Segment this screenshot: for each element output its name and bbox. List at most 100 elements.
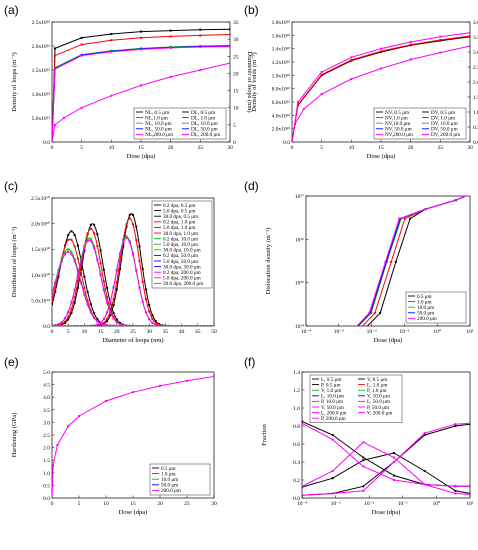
x-tick-label: 10⁰ xyxy=(433,500,442,507)
data-point xyxy=(135,324,138,326)
data-point xyxy=(199,34,202,37)
series-line xyxy=(52,376,214,498)
data-point xyxy=(112,316,115,319)
y-tick-label: 10¹⁵ xyxy=(295,281,304,287)
data-point xyxy=(384,260,387,263)
data-point xyxy=(93,316,96,319)
data-point xyxy=(186,379,188,382)
x-tick-label: 5 xyxy=(80,145,83,151)
data-point xyxy=(96,259,99,262)
data-point xyxy=(138,245,141,248)
data-point xyxy=(54,325,57,326)
data-point xyxy=(70,308,73,311)
data-point xyxy=(70,311,73,314)
data-point xyxy=(169,35,172,38)
data-point xyxy=(390,260,393,263)
data-point xyxy=(73,289,76,292)
data-point xyxy=(132,253,134,256)
panel-label: (b) xyxy=(244,3,259,17)
legend-box xyxy=(149,463,211,496)
x-tick-label: 10⁻⁴ xyxy=(297,501,307,507)
legend-entry: 0.2 dpa, 50.0 μm xyxy=(163,253,198,259)
legend-entry: NL, 50.0 μm xyxy=(145,127,172,133)
data-point xyxy=(122,245,125,248)
data-point xyxy=(403,217,406,220)
data-point xyxy=(86,239,89,242)
data-point xyxy=(169,46,172,49)
data-point xyxy=(302,485,303,488)
data-point xyxy=(174,324,177,326)
data-point xyxy=(350,78,353,80)
data-point xyxy=(57,323,60,326)
y-tick-label: 0.6 xyxy=(293,442,300,448)
legend-entry: DV, 200.0 μm xyxy=(431,132,460,138)
y-tick-label: 1.4x10²³ xyxy=(272,47,291,53)
data-point xyxy=(454,485,457,488)
data-point xyxy=(122,239,125,242)
data-point xyxy=(469,193,471,195)
data-point xyxy=(76,274,79,277)
x-tick-label: 10⁰ xyxy=(433,328,442,335)
data-point xyxy=(73,260,76,263)
data-point xyxy=(106,296,109,299)
series-line xyxy=(52,238,214,326)
x-tick-label: 0 xyxy=(51,329,54,335)
data-point xyxy=(454,492,457,495)
x-tick-label: 25 xyxy=(438,145,444,151)
data-point xyxy=(125,236,128,239)
data-point xyxy=(128,241,131,244)
series-line xyxy=(52,46,230,142)
x-tick-label: 10⁻² xyxy=(367,329,377,335)
x-tick-label: 25 xyxy=(184,501,190,507)
data-point xyxy=(60,321,63,324)
y2-tick-label: 3.5 xyxy=(473,35,478,41)
data-point xyxy=(320,73,323,76)
panel-label: (a) xyxy=(4,3,19,17)
data-point xyxy=(80,282,83,285)
data-point xyxy=(52,299,53,302)
data-point xyxy=(119,321,122,324)
legend-entry: L, 10.0 μm xyxy=(321,394,344,400)
legend-entry: DV, 10.0 μm xyxy=(431,121,458,127)
data-point xyxy=(398,217,401,220)
data-point xyxy=(60,323,63,326)
y-tick-label: 5.0 xyxy=(43,370,50,376)
data-point xyxy=(106,301,109,304)
y-tick-label: 4.0x10²² xyxy=(272,113,291,119)
x-tick-label: 10¹ xyxy=(466,329,474,335)
x-tick-label: 45 xyxy=(195,329,201,335)
legend-entry: DV, 50.0 μm xyxy=(431,127,458,133)
data-point xyxy=(112,298,115,301)
legend-entry: NV,200.0 μm xyxy=(385,132,413,138)
legend: L, 0.5 μm V, 0.5 μm P, 0.5 μm L, 1.0 μm V, 1… xyxy=(309,374,403,423)
legend-entry: V, 50.0 μm xyxy=(321,405,344,411)
data-point xyxy=(67,250,70,253)
y-tick-label: 2.0x10²² xyxy=(32,44,51,50)
data-point xyxy=(199,69,202,71)
data-point xyxy=(154,323,157,326)
series-group xyxy=(52,375,214,498)
data-point xyxy=(355,327,357,329)
y2-tick-label: 0.0 xyxy=(473,140,478,146)
y2-tick-label: 20 xyxy=(233,71,239,77)
y-tick-label: 2.0x10²² xyxy=(272,127,291,133)
legend-entry: NV,10.0 μm xyxy=(385,121,410,127)
y-axis-label: Distribution of loops (m⁻³) xyxy=(11,227,18,298)
data-point xyxy=(141,301,144,304)
data-point xyxy=(213,325,214,326)
data-point xyxy=(331,492,334,495)
data-point xyxy=(320,93,323,95)
data-point xyxy=(52,293,53,296)
data-point xyxy=(140,84,142,87)
series-line xyxy=(356,196,468,326)
legend-entry: NL, 10.0 μm xyxy=(145,121,172,127)
legend-entry: P, 50.0 μm xyxy=(367,405,389,411)
y-tick-label: 2.0 xyxy=(43,446,50,452)
y2-tick-label: 10 xyxy=(233,106,239,112)
data-point xyxy=(132,324,134,326)
data-point xyxy=(141,280,144,283)
data-point xyxy=(302,422,303,425)
data-point xyxy=(380,50,382,53)
x-tick-label: 30 xyxy=(227,145,233,151)
